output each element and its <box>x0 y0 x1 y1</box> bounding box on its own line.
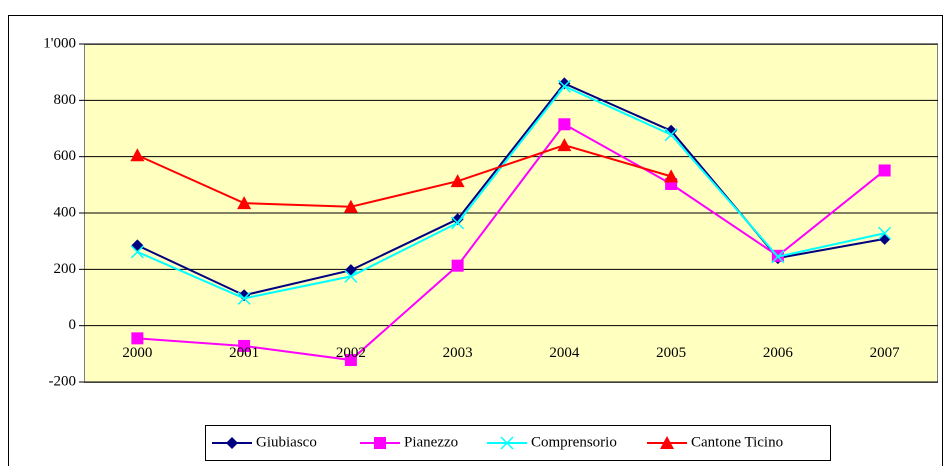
x-tick-label: 2006 <box>763 345 794 361</box>
x-tick-label: 2004 <box>549 345 580 361</box>
marker <box>558 77 571 90</box>
x-tick-label: 2007 <box>870 345 901 361</box>
marker <box>131 332 144 345</box>
legend-label: Giubiasco <box>256 434 317 450</box>
x-tick-label: 2005 <box>656 345 686 361</box>
marker <box>660 436 674 449</box>
marker <box>558 118 571 131</box>
marker <box>451 259 464 272</box>
y-tick-label: 1'000 <box>43 35 76 51</box>
x-tick-label: 2001 <box>229 345 259 361</box>
marker <box>344 269 358 283</box>
y-tick-label: 0 <box>69 317 77 333</box>
marker <box>130 245 144 259</box>
marker <box>226 437 238 449</box>
marker <box>557 138 572 152</box>
y-tick-label: 400 <box>54 204 77 220</box>
y-tick-label: 800 <box>54 92 77 108</box>
x-tick-label: 2000 <box>122 345 152 361</box>
marker <box>451 216 465 230</box>
marker <box>450 174 465 188</box>
marker <box>130 148 145 162</box>
marker <box>238 339 251 352</box>
marker <box>664 169 679 183</box>
x-tick-label: 2003 <box>443 345 473 361</box>
series-line <box>137 122 886 362</box>
y-tick-label: 600 <box>54 148 77 164</box>
marker <box>771 250 785 264</box>
legend-label: Comprensorio <box>531 434 617 450</box>
x-tick-label: 2002 <box>336 345 366 361</box>
marker <box>451 213 464 226</box>
series-line <box>136 85 885 300</box>
marker <box>664 128 678 142</box>
marker <box>344 354 357 367</box>
marker <box>878 164 891 177</box>
marker <box>237 291 251 305</box>
series-line <box>136 144 672 208</box>
y-tick-label: 200 <box>54 261 77 277</box>
marker <box>237 196 252 210</box>
marker <box>374 437 386 449</box>
y-tick-label: -200 <box>49 373 77 389</box>
marker <box>557 79 571 93</box>
marker <box>500 436 514 450</box>
marker <box>878 226 892 240</box>
legend-label: Cantone Ticino <box>691 434 783 450</box>
marker <box>343 199 358 213</box>
legend-label: Pianezzo <box>404 434 458 450</box>
